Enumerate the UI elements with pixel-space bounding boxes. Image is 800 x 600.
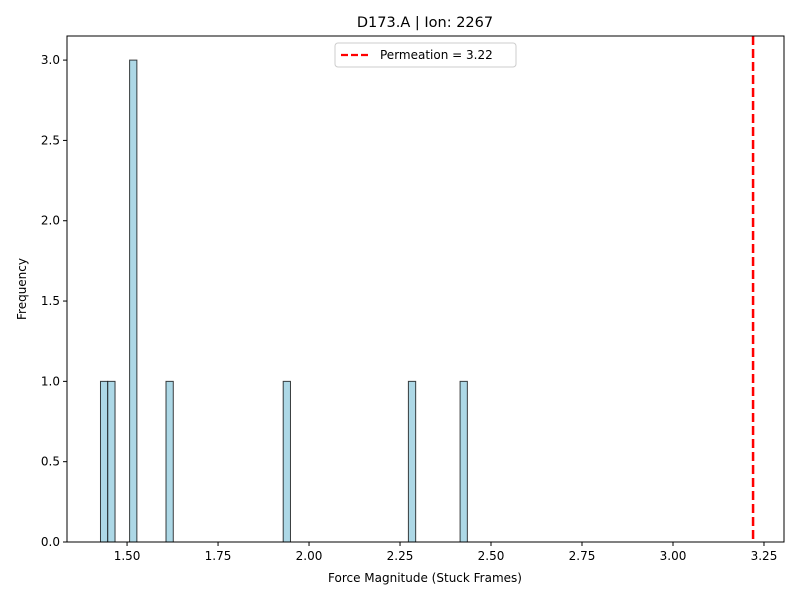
x-axis-ticks: 1.50 1.75 2.00 2.25 2.50 2.75 3.00 3.25	[114, 542, 778, 563]
histogram-bar-1	[107, 380, 116, 543]
x-tick-label: 2.25	[387, 549, 414, 563]
legend-entry-permeation: Permeation = 3.22	[380, 48, 493, 62]
x-tick-label: 3.00	[660, 549, 687, 563]
x-tick-label: 2.00	[296, 549, 323, 563]
x-tick-label: 1.75	[205, 549, 232, 563]
histogram-bar-4	[282, 380, 291, 543]
y-tick-label: 1.0	[41, 374, 60, 388]
y-tick-label: 0.0	[41, 535, 60, 549]
x-tick-label: 3.25	[751, 549, 778, 563]
histogram-bar-5	[407, 380, 417, 543]
histogram-bar-3	[165, 380, 174, 543]
x-tick-label: 2.50	[478, 549, 505, 563]
plot-frame	[66, 35, 785, 543]
x-tick-label: 1.50	[114, 549, 141, 563]
histogram-bar-0	[99, 380, 109, 543]
histogram-bar-6	[459, 380, 468, 543]
chart-title: D173.A | Ion: 2267	[357, 15, 493, 31]
y-tick-label: 0.5	[41, 455, 60, 469]
y-tick-label: 3.0	[41, 53, 60, 67]
y-tick-label: 2.5	[41, 133, 60, 147]
bars-group	[99, 59, 468, 543]
y-axis-ticks: 0.0 0.5 1.0 1.5 2.0 2.5 3.0	[41, 53, 67, 549]
x-axis-label: Force Magnitude (Stuck Frames)	[328, 571, 522, 585]
y-tick-label: 2.0	[41, 214, 60, 228]
histogram-bar-2	[129, 59, 138, 543]
legend-box	[334, 42, 517, 68]
x-tick-label: 2.75	[569, 549, 596, 563]
legend: Permeation = 3.22	[334, 42, 517, 68]
y-tick-label: 1.5	[41, 294, 60, 308]
y-axis-label: Frequency	[15, 258, 29, 320]
